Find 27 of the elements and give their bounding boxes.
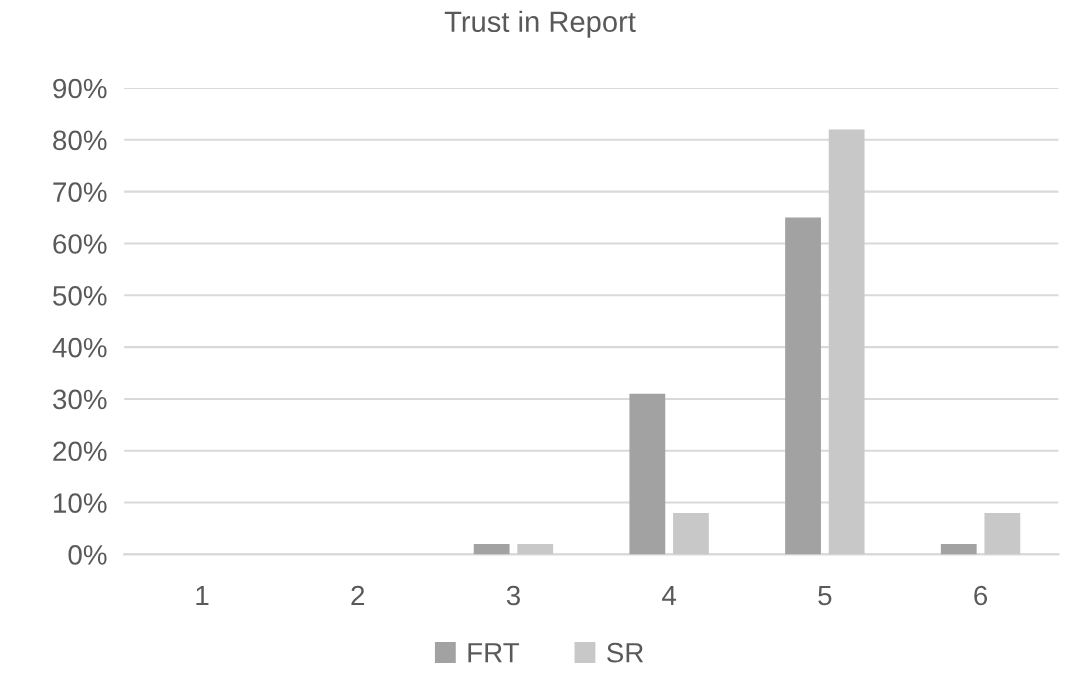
x-tick-label: 4 bbox=[662, 585, 677, 606]
bar bbox=[828, 129, 865, 555]
y-tick-label: 60% bbox=[53, 234, 107, 254]
bar bbox=[785, 217, 821, 555]
legend-label: SR bbox=[607, 642, 644, 663]
x-tick-label: 6 bbox=[974, 585, 988, 606]
y-tick-label: 30% bbox=[53, 389, 107, 410]
x-tick-label: 3 bbox=[506, 585, 520, 606]
y-tick-label: 90% bbox=[53, 78, 107, 99]
y-tick-label: 40% bbox=[52, 337, 107, 358]
x-tick-label: 5 bbox=[818, 585, 832, 606]
y-tick-label: 80% bbox=[53, 130, 107, 151]
bar bbox=[629, 393, 666, 555]
bar bbox=[940, 544, 977, 555]
y-tick-label: 50% bbox=[53, 285, 107, 306]
y-tick-label: 70% bbox=[53, 182, 107, 202]
x-tick-label: 1 bbox=[196, 585, 209, 606]
bar bbox=[984, 512, 1021, 555]
y-tick-label: 0% bbox=[68, 545, 107, 565]
x-tick-label: 2 bbox=[351, 585, 365, 606]
y-tick-label: 10% bbox=[54, 493, 107, 513]
y-tick-label: 20% bbox=[53, 441, 107, 462]
chart-title: Trust in Report bbox=[444, 10, 636, 38]
legend-label: FRT bbox=[468, 643, 520, 663]
bar bbox=[673, 512, 709, 555]
bar bbox=[473, 544, 510, 555]
bar bbox=[517, 544, 554, 555]
